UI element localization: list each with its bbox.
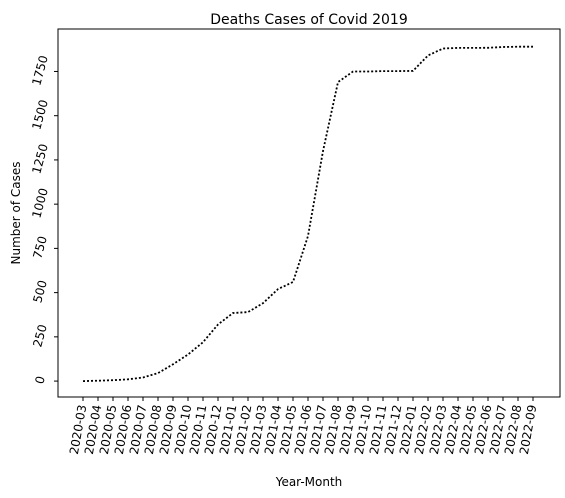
data-point	[203, 342, 204, 343]
y-tick-label: 0	[32, 375, 48, 386]
data-point	[323, 151, 324, 152]
data-point	[338, 82, 339, 83]
data-point	[533, 46, 534, 47]
y-tick-label: 1250	[29, 142, 50, 175]
data-point	[443, 48, 444, 49]
y-tick-label: 750	[30, 234, 49, 260]
data-point	[308, 236, 309, 237]
data-point	[518, 46, 519, 47]
x-axis-label: Year-Month	[275, 475, 343, 489]
data-point	[383, 71, 384, 72]
chart-title: Deaths Cases of Covid 2019	[210, 12, 408, 28]
data-point	[278, 289, 279, 290]
data-point	[428, 55, 429, 56]
x-axis: 2020-032020-042020-052020-062020-072020-…	[67, 397, 539, 456]
data-point	[98, 380, 99, 381]
data-points	[83, 46, 534, 381]
data-point	[143, 377, 144, 378]
y-tick-label: 250	[30, 323, 49, 349]
y-tick-label: 1000	[29, 187, 50, 220]
y-axis-label: Number of Cases	[9, 161, 23, 264]
plot-frame	[57, 28, 561, 398]
data-point	[353, 71, 354, 72]
y-axis: 0 250 500 750 1000 1250 1500 1750	[29, 54, 58, 386]
y-tick-label: 500	[30, 279, 49, 305]
data-point	[263, 303, 264, 304]
data-point	[248, 312, 249, 313]
data-point	[488, 47, 489, 48]
deaths-series-line	[82, 45, 533, 382]
data-point	[458, 47, 459, 48]
data-point	[113, 380, 114, 381]
data-point	[293, 282, 294, 283]
y-tick-label: 1750	[29, 54, 50, 87]
y-tick-label: 1500	[29, 98, 50, 131]
data-point	[158, 373, 159, 374]
data-point	[173, 364, 174, 365]
data-point	[128, 379, 129, 380]
data-point	[368, 71, 369, 72]
data-point	[218, 324, 219, 325]
data-point	[503, 47, 504, 48]
data-point	[233, 312, 234, 313]
data-point	[473, 47, 474, 48]
data-point	[83, 381, 84, 382]
data-point	[398, 71, 399, 72]
data-point	[413, 70, 414, 71]
data-point	[188, 354, 189, 355]
